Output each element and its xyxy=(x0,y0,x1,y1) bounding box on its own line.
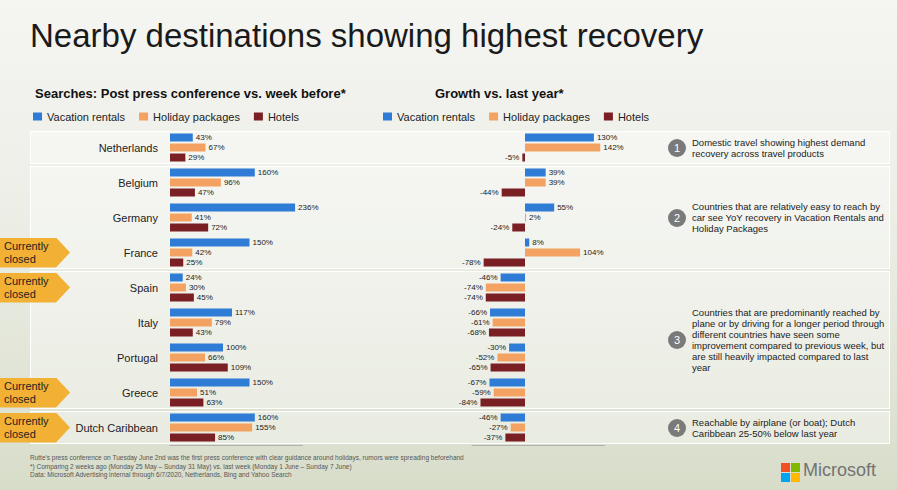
svg-text:160%: 160% xyxy=(258,413,278,422)
svg-text:-52%: -52% xyxy=(476,353,495,362)
svg-text:43%: 43% xyxy=(196,133,212,142)
html-text:Data: Microsoft Advertising in: Data: Microsoft Advertising internal thr… xyxy=(30,471,292,478)
html-text:Microsoft: Microsoft xyxy=(803,460,876,480)
html-text:Currently closed: Currently closed xyxy=(4,274,49,300)
svg-text:-74%: -74% xyxy=(464,283,483,292)
svg-text:Holiday packages: Holiday packages xyxy=(503,111,590,123)
html-text:Currently closed: Currently closed xyxy=(4,239,49,265)
html-text:Currently closed: Currently closed xyxy=(4,414,49,440)
svg-text:-74%: -74% xyxy=(464,293,483,302)
svg-text:30%: 30% xyxy=(189,283,205,292)
svg-text:47%: 47% xyxy=(198,188,214,197)
svg-text:Vacation rentals: Vacation rentals xyxy=(397,111,476,123)
svg-text:41%: 41% xyxy=(195,213,211,222)
svg-text:Growth vs. last year*: Growth vs. last year* xyxy=(435,86,565,101)
svg-text:8%: 8% xyxy=(532,238,544,247)
svg-text:-59%: -59% xyxy=(472,388,491,397)
html-text:Domestic travel showing highes: Domestic travel showing highest demand r… xyxy=(692,136,866,159)
svg-text:-37%: -37% xyxy=(484,433,503,442)
svg-text:66%: 66% xyxy=(208,353,224,362)
svg-text:-27%: -27% xyxy=(489,423,508,432)
svg-text:Belgium: Belgium xyxy=(118,177,158,189)
svg-text:-66%: -66% xyxy=(468,308,487,317)
svg-text:-44%: -44% xyxy=(480,188,499,197)
svg-text:39%: 39% xyxy=(549,168,565,177)
html-text:Countries that are predominant: Countries that are predominantly reached… xyxy=(692,307,885,373)
html-text:Currently closed: Currently closed xyxy=(4,379,49,405)
svg-text:-24%: -24% xyxy=(491,223,510,232)
svg-text:-5%: -5% xyxy=(505,153,519,162)
svg-text:-46%: -46% xyxy=(479,413,498,422)
svg-text:96%: 96% xyxy=(224,178,240,187)
html-text:Countries that are relatively: Countries that are relatively easy to re… xyxy=(692,201,884,234)
svg-text:45%: 45% xyxy=(197,293,213,302)
html-text:2: 2 xyxy=(673,211,681,224)
svg-text:109%: 109% xyxy=(231,363,251,372)
svg-text:Holiday packages: Holiday packages xyxy=(153,111,240,123)
svg-text:117%: 117% xyxy=(235,308,255,317)
svg-text:Greece: Greece xyxy=(122,387,158,399)
svg-text:150%: 150% xyxy=(253,378,273,387)
svg-text:236%: 236% xyxy=(298,203,318,212)
svg-text:-46%: -46% xyxy=(479,273,498,282)
svg-text:-67%: -67% xyxy=(468,378,487,387)
svg-text:Portugal: Portugal xyxy=(117,352,158,364)
svg-text:160%: 160% xyxy=(258,168,278,177)
svg-text:Dutch Caribbean: Dutch Caribbean xyxy=(75,422,158,434)
svg-text:104%: 104% xyxy=(583,248,603,257)
svg-text:Spain: Spain xyxy=(130,282,158,294)
html-text:3: 3 xyxy=(673,334,681,346)
svg-text:85%: 85% xyxy=(218,433,234,442)
svg-text:-84%: -84% xyxy=(459,398,478,407)
svg-text:Vacation rentals: Vacation rentals xyxy=(47,111,126,123)
svg-text:-78%: -78% xyxy=(462,258,481,267)
html-text:4: 4 xyxy=(673,421,681,434)
svg-text:155%: 155% xyxy=(255,423,275,432)
svg-text:Hotels: Hotels xyxy=(618,111,650,123)
svg-text:72%: 72% xyxy=(211,223,227,232)
svg-text:25%: 25% xyxy=(186,258,202,267)
svg-text:142%: 142% xyxy=(603,143,623,152)
svg-text:Italy: Italy xyxy=(138,317,159,329)
html-text:Rutte's press conference on Tu: Rutte's press conference on Tuesday June… xyxy=(30,454,464,461)
svg-text:100%: 100% xyxy=(226,343,246,352)
svg-text:51%: 51% xyxy=(200,388,216,397)
svg-text:Searches: Post press conferenc: Searches: Post press conference vs. week… xyxy=(35,86,347,101)
svg-text:-61%: -61% xyxy=(471,318,490,327)
svg-text:Netherlands: Netherlands xyxy=(99,142,159,154)
svg-text:79%: 79% xyxy=(215,318,231,327)
svg-text:24%: 24% xyxy=(186,273,202,282)
svg-text:29%: 29% xyxy=(188,153,204,162)
svg-text:42%: 42% xyxy=(195,248,211,257)
svg-text:Germany: Germany xyxy=(113,212,159,224)
html-text:Nearby destinations showing hi: Nearby destinations showing highest reco… xyxy=(30,17,704,54)
svg-text:67%: 67% xyxy=(209,143,225,152)
svg-text:2%: 2% xyxy=(529,213,541,222)
svg-text:-68%: -68% xyxy=(467,328,486,337)
html-text:*) Comparing 2 weeks ago (Mond: *) Comparing 2 weeks ago (Monday 25 May … xyxy=(30,462,352,470)
svg-text:-30%: -30% xyxy=(487,343,506,352)
svg-text:-65%: -65% xyxy=(469,363,488,372)
html-text:1: 1 xyxy=(673,141,681,154)
svg-text:150%: 150% xyxy=(253,238,273,247)
svg-text:39%: 39% xyxy=(549,178,565,187)
svg-text:Hotels: Hotels xyxy=(268,111,300,123)
svg-text:43%: 43% xyxy=(196,328,212,337)
html-text:Reachable by airplane (or boat: Reachable by airplane (or boat); Dutch C… xyxy=(692,416,856,439)
svg-text:63%: 63% xyxy=(206,398,222,407)
svg-text:55%: 55% xyxy=(557,203,573,212)
svg-text:France: France xyxy=(124,247,158,259)
svg-text:130%: 130% xyxy=(597,133,617,142)
